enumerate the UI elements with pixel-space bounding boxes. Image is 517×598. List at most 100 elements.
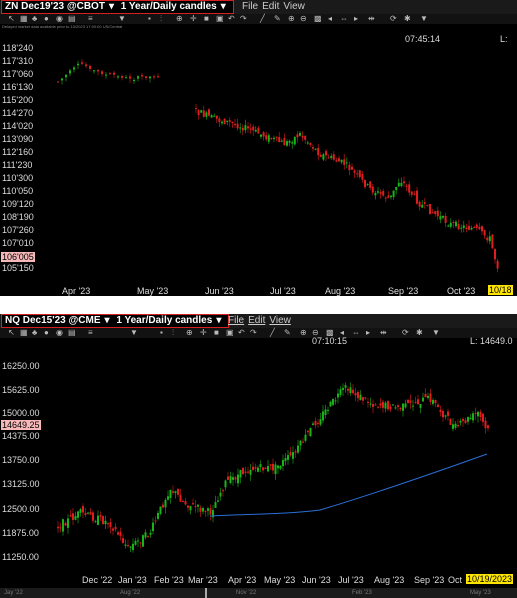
window-icon[interactable]: ▣	[216, 14, 224, 23]
candle-body	[405, 185, 408, 187]
menu-edit[interactable]: Edit	[262, 1, 280, 12]
nq-candlestick-chart[interactable]	[0, 338, 517, 588]
cursor-icon[interactable]: ↖	[8, 328, 15, 337]
grid-icon[interactable]: ▦	[20, 328, 28, 337]
chart-square-icon[interactable]: ■	[204, 14, 209, 23]
bar-style-icon[interactable]: ♣	[32, 14, 38, 23]
circle-icon[interactable]: ◉	[56, 328, 63, 337]
redo-icon[interactable]: ↷	[250, 328, 257, 337]
candle-body	[488, 236, 491, 242]
scroll-left-icon[interactable]: ◂	[340, 328, 345, 337]
symbol-dropdown-icon[interactable]: ▾	[108, 1, 114, 12]
grid-icon[interactable]: ▦	[20, 14, 28, 23]
y-axis-label: 112'160	[2, 147, 34, 157]
more-dropdown-icon[interactable]: ▼	[420, 14, 428, 23]
trendline-icon[interactable]: ╱	[270, 328, 275, 337]
redo-icon[interactable]: ↷	[240, 14, 247, 23]
candle-body	[109, 73, 111, 75]
scroll-icon[interactable]: ⇔	[352, 328, 360, 337]
timeframe-label[interactable]: 1 Year/Daily candles	[116, 315, 213, 326]
more-dropdown-icon[interactable]: ▼	[432, 328, 440, 337]
trendline-icon[interactable]: ╱	[260, 14, 265, 23]
crosshair-icon[interactable]: ✛	[200, 328, 207, 337]
timeframe-label[interactable]: 1 Year/Daily candles	[120, 1, 217, 12]
expand-icon[interactable]: ⇹	[380, 328, 387, 337]
menu-view[interactable]: View	[269, 315, 291, 326]
candle-body	[379, 192, 382, 194]
candle-body	[387, 401, 389, 410]
fit-icon[interactable]: ▩	[326, 328, 334, 337]
symbol-label[interactable]: ZN Dec19'23 @CBOT	[5, 1, 105, 12]
wrench-icon[interactable]: ✱	[404, 14, 411, 23]
dropdown-icon[interactable]: ▼	[130, 328, 138, 337]
candle-body	[484, 420, 487, 429]
palette-icon[interactable]: ●	[44, 14, 49, 23]
layout-icon[interactable]: ▤	[68, 328, 76, 337]
scroll-thumb[interactable]	[205, 588, 207, 598]
menu-edit[interactable]: Edit	[248, 315, 266, 326]
contract-selector[interactable]: NQ Dec15'23 @CME ▾ 1 Year/Daily candles ▾	[1, 314, 230, 328]
scroll-icon[interactable]: ⇔	[340, 14, 348, 23]
studies-icon[interactable]: ⫶	[160, 14, 162, 23]
palette-icon[interactable]: ●	[44, 328, 49, 337]
candle-body	[117, 532, 119, 535]
refresh-icon[interactable]: ⟳	[402, 328, 409, 337]
scroll-left-icon[interactable]: ◂	[328, 14, 333, 23]
circle-icon[interactable]: ◉	[56, 14, 63, 23]
separator	[0, 296, 517, 314]
undo-icon[interactable]: ↶	[238, 328, 245, 337]
expand-icon[interactable]: ⇹	[368, 14, 375, 23]
layout-icon[interactable]: ▤	[68, 14, 76, 23]
candle-body	[409, 400, 412, 403]
symbol-label[interactable]: NQ Dec15'23 @CME	[5, 315, 101, 326]
menu-view[interactable]: View	[283, 1, 305, 12]
pencil-icon[interactable]: ✎	[284, 328, 291, 337]
scroll-right-icon[interactable]: ▸	[366, 328, 371, 337]
x-axis-label: Feb '23	[154, 575, 184, 585]
candle-body	[408, 184, 411, 193]
candle-body	[280, 140, 283, 142]
y-axis-label: 11250.00	[2, 552, 39, 562]
list-icon[interactable]: ≡	[88, 328, 93, 337]
bar-icon[interactable]: ▪	[160, 328, 163, 337]
bar-style-icon[interactable]: ♣	[32, 328, 38, 337]
zoom-in-icon[interactable]: ⊕	[288, 14, 295, 23]
zoom-out-icon[interactable]: ⊖	[312, 328, 319, 337]
candle-body	[102, 516, 104, 525]
zoom-out-icon[interactable]: ⊖	[300, 14, 307, 23]
cursor-icon[interactable]: ↖	[8, 14, 15, 23]
undo-icon[interactable]: ↶	[228, 14, 235, 23]
crosshair-icon[interactable]: ✛	[190, 14, 197, 23]
candle-body	[239, 127, 242, 129]
menu-file[interactable]: File	[228, 315, 245, 326]
wrench-icon[interactable]: ✱	[416, 328, 423, 337]
zn-candlestick-chart[interactable]	[0, 24, 517, 296]
candle-body	[436, 210, 439, 217]
zoom-in-icon[interactable]: ⊕	[300, 328, 307, 337]
candle-body	[194, 506, 197, 508]
candle-body	[254, 129, 257, 132]
bar-icon[interactable]: ▪	[148, 14, 151, 23]
candle-body	[167, 496, 169, 500]
contract-selector[interactable]: ZN Dec19'23 @CBOT ▾ 1 Year/Daily candles ▾	[1, 0, 234, 14]
candle-body	[202, 110, 205, 117]
candle-body	[344, 385, 347, 388]
pencil-icon[interactable]: ✎	[274, 14, 281, 23]
window-icon[interactable]: ▣	[226, 328, 234, 337]
menu-file[interactable]: File	[242, 1, 259, 12]
timeframe-dropdown-icon[interactable]: ▾	[216, 315, 222, 326]
target-icon[interactable]: ⊕	[186, 328, 193, 337]
studies-icon[interactable]: ⫶	[172, 328, 174, 337]
timeframe-dropdown-icon[interactable]: ▾	[220, 1, 226, 12]
symbol-dropdown-icon[interactable]: ▾	[104, 315, 110, 326]
fit-icon[interactable]: ▩	[314, 14, 322, 23]
time-scrollbar[interactable]: Jay '22 Aug '22 Nov '22 Feb '23 May '23	[0, 588, 517, 598]
list-icon[interactable]: ≡	[88, 14, 93, 23]
candle-body	[287, 455, 289, 460]
candle-body	[418, 201, 421, 207]
scroll-right-icon[interactable]: ▸	[354, 14, 359, 23]
refresh-icon[interactable]: ⟳	[390, 14, 397, 23]
dropdown-icon[interactable]: ▼	[118, 14, 126, 23]
target-icon[interactable]: ⊕	[176, 14, 183, 23]
chart-square-icon[interactable]: ■	[214, 328, 219, 337]
